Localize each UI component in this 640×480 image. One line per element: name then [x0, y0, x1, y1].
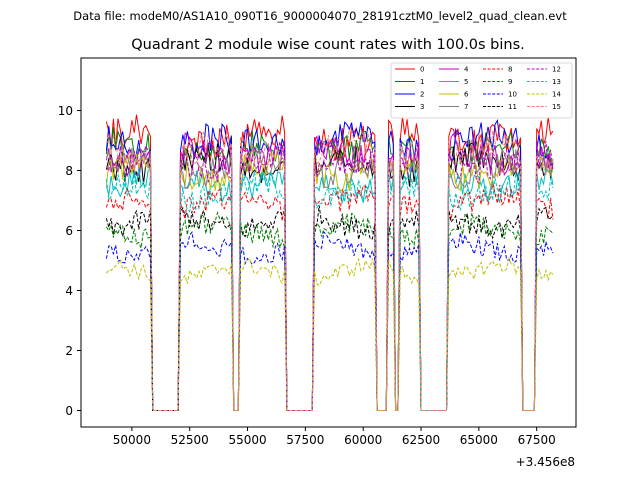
x-tick-label: 60000: [344, 433, 382, 447]
legend-label-7: 7: [464, 103, 468, 111]
x-tick-label: 67500: [518, 433, 556, 447]
chart-suptitle: Data file: modeM0/AS1A10_090T16_90000040…: [73, 9, 567, 23]
x-tick-label: 65000: [460, 433, 498, 447]
legend-label-10: 10: [508, 91, 517, 99]
legend-label-13: 13: [552, 78, 561, 86]
y-tick-label: 10: [58, 104, 73, 118]
series-line-12: [105, 140, 554, 411]
legend-label-4: 4: [464, 66, 469, 74]
x-tick-label: 55000: [228, 433, 266, 447]
x-tick-label: 62500: [402, 433, 440, 447]
legend-label-5: 5: [464, 78, 468, 86]
legend-label-6: 6: [464, 91, 469, 99]
legend-label-0: 0: [420, 66, 424, 74]
series-line-15: [105, 129, 554, 411]
plot-area: 50000 52500 55000 57500 60000 62500 65000 67500…: [58, 57, 577, 447]
axes-frame: [80, 57, 577, 428]
legend-label-1: 1: [420, 78, 424, 86]
legend-label-14: 14: [552, 91, 561, 99]
x-tick-label: 57500: [286, 433, 324, 447]
legend-label-15: 15: [552, 103, 561, 111]
y-tick-label: 8: [65, 164, 73, 178]
legend-label-8: 8: [508, 66, 512, 74]
legend-label-3: 3: [420, 103, 424, 111]
x-tick-label: 50000: [113, 433, 151, 447]
series-line-3: [105, 142, 554, 411]
x-offset-label: +3.456e8: [516, 455, 575, 469]
legend-label-9: 9: [508, 78, 512, 86]
series-line-5: [105, 162, 554, 411]
y-tick-label: 4: [65, 284, 73, 298]
legend-label-11: 11: [508, 103, 517, 111]
series-line-13: [105, 171, 554, 411]
x-tick-label: 52500: [171, 433, 209, 447]
series-line-10: [105, 230, 554, 411]
legend-box: [390, 62, 573, 119]
legend-label-2: 2: [420, 91, 424, 99]
legend-label-12: 12: [552, 66, 561, 74]
series-line-9: [105, 211, 554, 411]
chart-title: Quadrant 2 module wise count rates with …: [131, 37, 525, 53]
series-line-14: [105, 256, 554, 411]
y-tick-label: 0: [65, 404, 73, 418]
y-tick-label: 6: [65, 224, 73, 238]
y-tick-label: 2: [65, 344, 73, 358]
